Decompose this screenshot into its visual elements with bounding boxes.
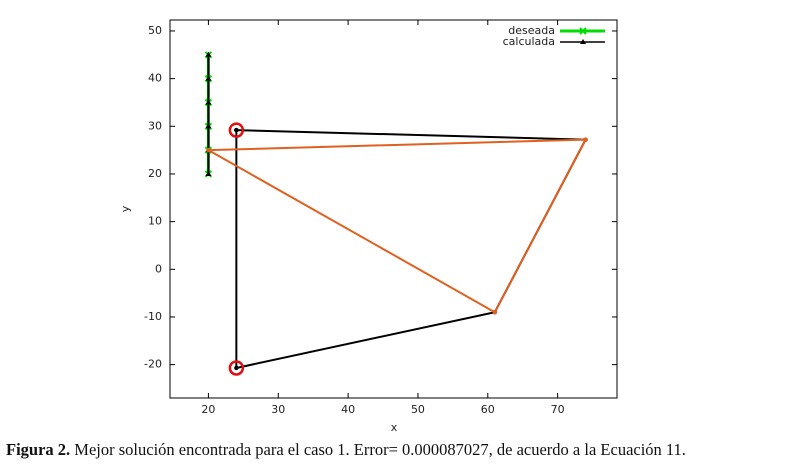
point bbox=[234, 127, 239, 133]
point bbox=[205, 170, 212, 176]
legend-label: deseada bbox=[508, 24, 555, 37]
legend-marker bbox=[580, 39, 586, 44]
x-tick-label: 20 bbox=[201, 403, 215, 416]
plot-frame bbox=[169, 19, 618, 399]
legend-label: calculada bbox=[503, 35, 555, 48]
caption-label: Figura 2. bbox=[6, 440, 71, 459]
point bbox=[205, 99, 212, 105]
y-tick-label: 20 bbox=[148, 167, 162, 180]
y-axis-label: y bbox=[119, 205, 132, 212]
y-tick-label: 30 bbox=[148, 119, 162, 132]
legend-marker bbox=[579, 27, 587, 35]
x-axis-label: x bbox=[391, 421, 398, 434]
point bbox=[206, 147, 211, 153]
point bbox=[234, 365, 239, 371]
point bbox=[228, 360, 245, 376]
point bbox=[228, 122, 245, 138]
point bbox=[492, 309, 497, 315]
series-line bbox=[207, 138, 588, 314]
point bbox=[205, 75, 212, 81]
chart: x y 20 30 40 50 60 70 -20 -10 0 10 20 30 40 50 deseada… bbox=[119, 19, 618, 434]
caption: Figura 2. Mejor solución encontrada para… bbox=[6, 440, 800, 460]
point bbox=[205, 123, 212, 129]
y-tick-label: -10 bbox=[144, 310, 162, 323]
x-tick-label: 40 bbox=[341, 403, 355, 416]
caption-text: Mejor solución encontrada para el caso 1… bbox=[74, 440, 686, 459]
series-line bbox=[235, 129, 588, 370]
y-tick-label: 10 bbox=[148, 215, 162, 228]
x-tick-label: 50 bbox=[411, 403, 425, 416]
y-tick-label: 0 bbox=[155, 262, 162, 275]
x-tick-label: 70 bbox=[551, 403, 565, 416]
y-tick-label: 50 bbox=[148, 24, 162, 37]
point bbox=[205, 51, 212, 57]
y-tick-label: -20 bbox=[144, 358, 162, 371]
x-tick-label: 60 bbox=[481, 403, 495, 416]
x-tick-label: 30 bbox=[271, 403, 285, 416]
point bbox=[583, 137, 588, 142]
y-tick-label: 40 bbox=[148, 72, 162, 85]
